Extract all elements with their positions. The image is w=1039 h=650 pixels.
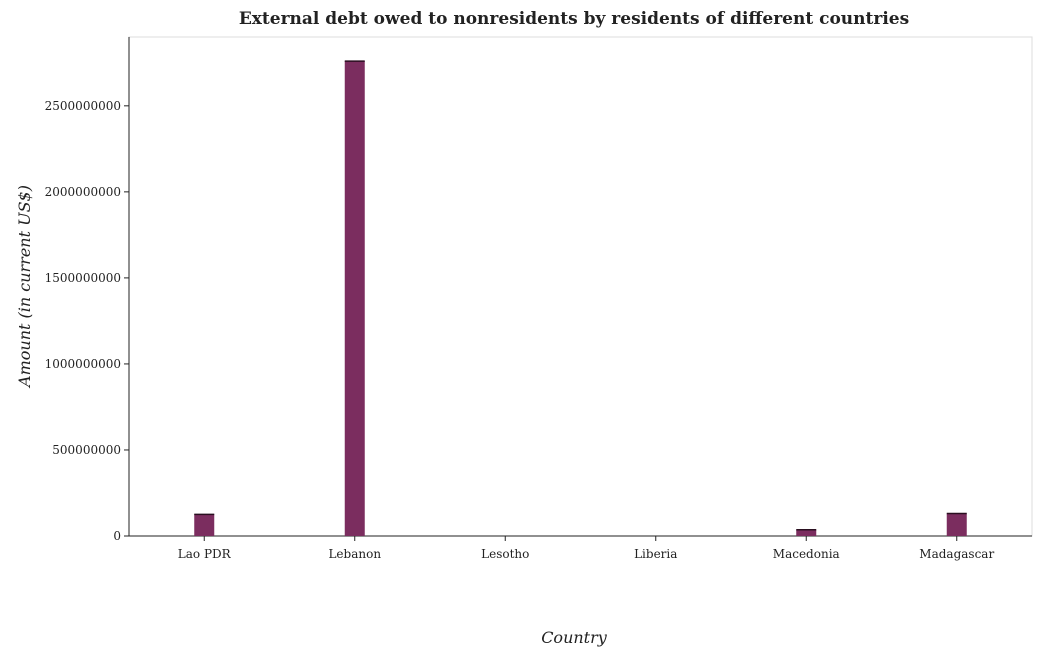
x-tick-label: Macedonia bbox=[773, 547, 840, 561]
x-axis-label: Country bbox=[541, 628, 608, 647]
y-tick-label: 1500000000 bbox=[45, 271, 121, 285]
bar bbox=[796, 529, 817, 536]
y-axis: 0 500000000 1000000000 1500000000 2000000000… bbox=[45, 37, 130, 543]
y-tick-label: 2500000000 bbox=[45, 99, 121, 113]
x-axis: Lao PDR Lebanon Lesotho Liberia Macedonia Mad… bbox=[129, 535, 1032, 561]
y-tick-label: 0 bbox=[113, 529, 121, 543]
y-tick-label: 2000000000 bbox=[45, 185, 121, 199]
plot-area bbox=[128, 36, 1033, 537]
x-tick-label: Lebanon bbox=[328, 547, 381, 561]
plot-frame bbox=[128, 36, 1033, 537]
x-tick-label: Lao PDR bbox=[178, 547, 232, 561]
bar bbox=[344, 61, 365, 536]
y-tick-label: 1000000000 bbox=[45, 357, 121, 371]
x-tick-label: Madagascar bbox=[919, 547, 994, 561]
x-tick-label: Lesotho bbox=[481, 547, 529, 561]
chart-title: External debt owed to nonresidents by re… bbox=[239, 9, 909, 29]
x-tick-label: Liberia bbox=[634, 547, 677, 561]
bar bbox=[194, 514, 215, 536]
bars bbox=[194, 60, 967, 536]
y-tick-label: 500000000 bbox=[52, 443, 121, 457]
bar bbox=[946, 513, 967, 536]
y-axis-label: Amount (in current US$) bbox=[15, 185, 34, 389]
